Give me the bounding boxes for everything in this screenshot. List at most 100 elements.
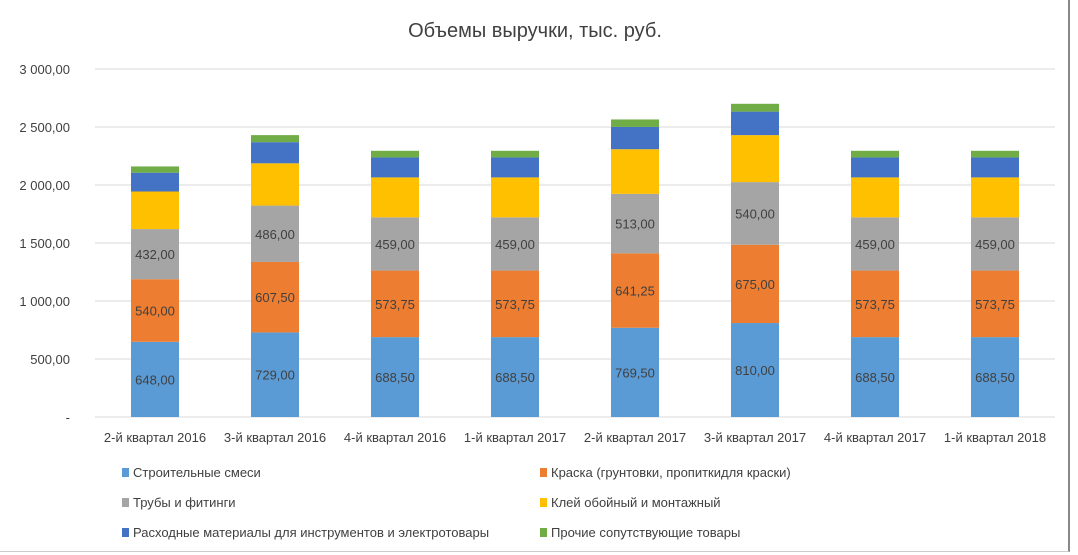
data-label: 459,00 [855, 237, 895, 252]
legend-item: Расходные материалы для инструментов и э… [122, 525, 489, 540]
bar-segment [371, 217, 419, 271]
data-label: 769,50 [615, 365, 655, 380]
data-label: 573,75 [495, 297, 535, 312]
y-tick-label: 500,00 [30, 352, 70, 367]
legend-item: Трубы и фитинги [122, 495, 236, 510]
legend-label: Краска (грунтовки, пропиткидля краски) [551, 465, 791, 480]
chart-title: Объемы выручки, тыс. руб. [408, 20, 662, 42]
bar-segment [491, 157, 539, 178]
bar-segment [731, 323, 779, 417]
legend-label: Строительные смеси [133, 465, 261, 480]
data-label: 729,00 [255, 368, 295, 383]
data-label: 540,00 [135, 304, 175, 319]
bar-segment [851, 270, 899, 338]
data-label: 573,75 [375, 297, 415, 312]
legend-label: Клей обойный и монтажный [551, 495, 721, 510]
data-label: 641,25 [615, 284, 655, 299]
data-label: 486,00 [255, 227, 295, 242]
bar-segment [731, 244, 779, 324]
x-tick-label: 3-й квартал 2016 [224, 430, 326, 445]
data-label: 459,00 [975, 237, 1015, 252]
bar-segment [251, 261, 299, 333]
bar-segment [971, 177, 1019, 218]
data-label: 607,50 [255, 290, 295, 305]
bar-segment [611, 126, 659, 150]
bar-segment [611, 253, 659, 328]
bar-segment [731, 103, 779, 112]
data-label: 459,00 [495, 237, 535, 252]
data-label: 688,50 [975, 370, 1015, 385]
x-tick-label: 3-й квартал 2017 [704, 430, 806, 445]
x-tick-label: 2-й квартал 2016 [104, 430, 206, 445]
y-tick-label: 1 500,00 [19, 236, 70, 251]
data-label: 648,00 [135, 372, 175, 387]
bar-segment [371, 150, 419, 158]
bar-segment [131, 341, 179, 417]
bar-segment [131, 166, 179, 173]
y-tick-label: 2 500,00 [19, 120, 70, 135]
bar-segment [251, 135, 299, 143]
bar-segment [371, 337, 419, 417]
bar-segment [251, 163, 299, 206]
bar-segment [491, 217, 539, 271]
legend-swatch [540, 468, 547, 477]
data-label: 688,50 [495, 370, 535, 385]
bar-segment [491, 150, 539, 158]
bar-segment [491, 270, 539, 338]
bar-segment [371, 157, 419, 178]
legend-label: Трубы и фитинги [133, 495, 236, 510]
data-label: 675,00 [735, 277, 775, 292]
bar-segment [731, 111, 779, 136]
legend-item: Прочие сопутствующие товары [540, 525, 740, 540]
bar-segment [371, 177, 419, 218]
bar-segment [251, 205, 299, 262]
bar-segment [371, 270, 419, 338]
bar-segment [131, 279, 179, 342]
x-tick-label: 2-й квартал 2017 [584, 430, 686, 445]
bar-segment [131, 229, 179, 280]
data-label: 513,00 [615, 217, 655, 232]
y-tick-label: 3 000,00 [19, 62, 70, 77]
bar-segment [131, 172, 179, 192]
legend-label: Прочие сопутствующие товары [551, 525, 741, 540]
bar-segment [971, 157, 1019, 178]
data-label: 573,75 [975, 297, 1015, 312]
legend-swatch [540, 498, 547, 507]
bar-segment [611, 327, 659, 417]
bar-segment [251, 142, 299, 164]
y-tick-label: - [66, 410, 70, 425]
bar-segment [971, 150, 1019, 158]
data-label: 810,00 [735, 363, 775, 378]
data-label: 459,00 [375, 237, 415, 252]
bar-segment [851, 217, 899, 271]
bar-segment [491, 177, 539, 218]
legend-item: Клей обойный и монтажный [540, 495, 721, 510]
bar-segment [731, 135, 779, 183]
data-label: 688,50 [375, 370, 415, 385]
legend-label: Расходные материалы для инструментов и э… [133, 525, 490, 540]
bar-segment [851, 337, 899, 417]
legend-item: Строительные смеси [122, 465, 261, 480]
bar-segment [611, 193, 659, 254]
bar-segment [971, 337, 1019, 417]
y-tick-label: 1 000,00 [19, 294, 70, 309]
legend-swatch [122, 528, 129, 537]
legend-item: Краска (грунтовки, пропиткидля краски) [540, 465, 791, 480]
bar-segment [251, 332, 299, 417]
bar-segment [851, 157, 899, 178]
bar-segment [971, 217, 1019, 271]
bar-segment [611, 149, 659, 194]
bar-segment [971, 270, 1019, 338]
data-label: 573,75 [855, 297, 895, 312]
x-tick-label: 4-й квартал 2016 [344, 430, 446, 445]
legend-swatch [122, 468, 129, 477]
bar-segment [491, 337, 539, 417]
data-label: 688,50 [855, 370, 895, 385]
legend-swatch [540, 528, 547, 537]
y-tick-label: 2 000,00 [19, 178, 70, 193]
bar-segment [611, 119, 659, 127]
legend-swatch [122, 498, 129, 507]
x-tick-label: 1-й квартал 2017 [464, 430, 566, 445]
